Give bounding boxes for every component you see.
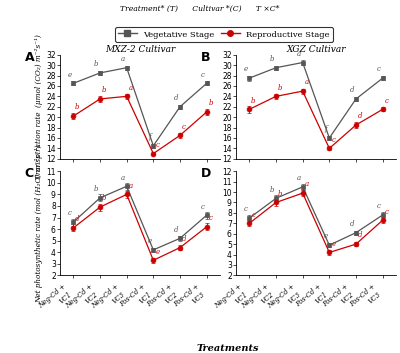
- Y-axis label: Transpiration rate  (μmol (CO₂) m⁻²s⁻¹): Transpiration rate (μmol (CO₂) m⁻²s⁻¹): [35, 34, 43, 179]
- Text: d: d: [174, 226, 178, 234]
- Text: c: c: [377, 65, 381, 73]
- Text: b: b: [94, 185, 98, 193]
- Text: d: d: [182, 235, 186, 243]
- Text: b: b: [102, 86, 106, 94]
- Text: d: d: [350, 220, 354, 228]
- Text: e: e: [147, 237, 151, 245]
- Text: c: c: [377, 202, 381, 210]
- Text: c: c: [385, 97, 389, 105]
- Text: e: e: [155, 247, 159, 256]
- Text: c: c: [155, 141, 159, 149]
- Text: b: b: [278, 190, 282, 198]
- Text: c: c: [201, 203, 205, 210]
- Text: a: a: [305, 78, 309, 86]
- Text: Treatments: Treatments: [197, 344, 259, 353]
- Text: A: A: [25, 50, 34, 64]
- Text: a: a: [297, 50, 301, 58]
- Text: c: c: [209, 214, 213, 222]
- Text: c: c: [182, 123, 186, 131]
- Text: e: e: [243, 65, 247, 73]
- Text: c: c: [201, 71, 205, 79]
- Title: XGZ Cultivar: XGZ Cultivar: [286, 45, 346, 54]
- Text: b: b: [278, 84, 282, 92]
- Text: d: d: [350, 86, 354, 94]
- Text: D: D: [201, 167, 211, 180]
- Text: a: a: [305, 180, 309, 189]
- Title: MXZ-2 Cultivar: MXZ-2 Cultivar: [105, 45, 175, 54]
- Text: e: e: [67, 71, 71, 79]
- Text: b: b: [270, 55, 274, 63]
- Text: b: b: [102, 195, 106, 202]
- Text: b: b: [208, 99, 213, 107]
- Text: a: a: [129, 84, 133, 92]
- Text: c: c: [243, 205, 247, 214]
- Text: e: e: [331, 240, 335, 248]
- Legend: Vegetative Stage, Reproductive Stage: Vegetative Stage, Reproductive Stage: [115, 27, 333, 42]
- Text: B: B: [201, 50, 210, 64]
- Text: d: d: [358, 232, 362, 239]
- Text: f: f: [324, 125, 327, 133]
- Text: C: C: [25, 167, 34, 180]
- Text: c: c: [251, 211, 255, 219]
- Text: b: b: [270, 186, 274, 194]
- Text: a: a: [121, 174, 125, 182]
- Text: a: a: [129, 182, 133, 190]
- Text: b: b: [94, 60, 98, 68]
- Text: f: f: [148, 133, 151, 141]
- Text: Treatment* (T)      Cultivar *(C)      T ×C*: Treatment* (T) Cultivar *(C) T ×C*: [120, 5, 280, 13]
- Text: b: b: [75, 103, 80, 112]
- Text: a: a: [121, 55, 125, 63]
- Text: e: e: [323, 233, 327, 240]
- Text: c: c: [331, 136, 335, 144]
- Text: d: d: [174, 94, 178, 102]
- Text: c: c: [67, 209, 71, 217]
- Text: d: d: [358, 112, 362, 120]
- Y-axis label: Net photosynthetic rate (mol (H₂O) m⁻²s⁻¹): Net photosynthetic rate (mol (H₂O) m⁻²s⁻…: [36, 144, 44, 303]
- Text: b: b: [251, 97, 256, 105]
- Text: d: d: [75, 215, 80, 223]
- Text: c: c: [385, 208, 389, 215]
- Text: a: a: [297, 174, 301, 182]
